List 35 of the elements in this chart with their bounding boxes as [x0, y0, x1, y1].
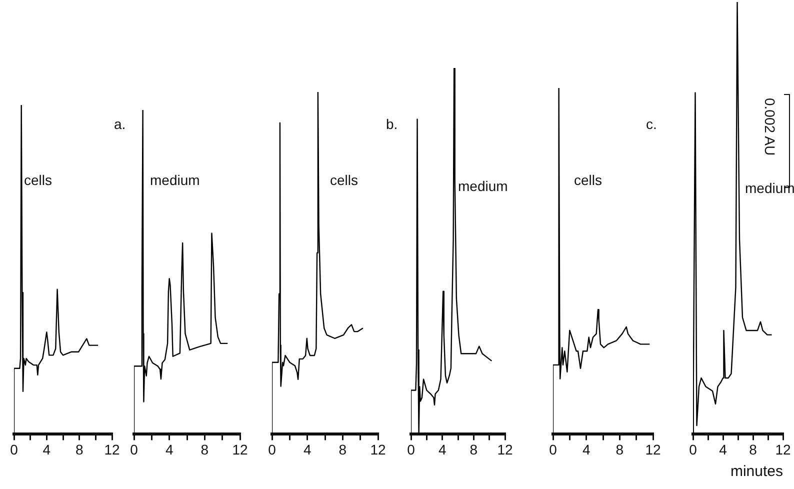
- x-tick-label: 8: [749, 441, 758, 458]
- x-tick-label: 0: [10, 441, 18, 458]
- x-tick-label: 4: [719, 441, 728, 458]
- text: b.: [386, 116, 398, 132]
- x-axis-title: minutes: [730, 463, 783, 480]
- annotation: cells: [24, 172, 52, 188]
- annotation: cells: [574, 172, 602, 188]
- x-tick-label: 12: [497, 441, 513, 458]
- x-tick-label: 8: [338, 441, 347, 458]
- x-tick-label: 12: [232, 441, 248, 458]
- annotation: c.: [646, 116, 657, 132]
- x-tick-label: 12: [775, 441, 791, 458]
- x-tick-label: 8: [470, 441, 478, 458]
- x-tick-label: 0: [407, 441, 416, 458]
- x-tick-label: 4: [165, 441, 174, 458]
- x-tick-label: 12: [104, 441, 120, 458]
- annotation: medium: [458, 178, 508, 194]
- x-tick-label: 0: [689, 441, 698, 458]
- annotation: 0.002 AU: [762, 98, 778, 156]
- text: a.: [114, 116, 126, 132]
- x-tick-label: 4: [582, 441, 590, 458]
- x-tick-label: 0: [268, 441, 276, 458]
- x-tick-label: 8: [75, 441, 84, 458]
- x-tick-label: 0: [549, 441, 558, 458]
- x-tick-label: 8: [616, 441, 624, 458]
- x-tick-label: 8: [200, 441, 209, 458]
- x-tick-label: 0: [130, 441, 138, 458]
- x-tick-label: 4: [303, 441, 312, 458]
- annotation: medium: [745, 180, 794, 196]
- x-tick-label: 4: [42, 441, 51, 458]
- annotation: cells: [330, 172, 358, 188]
- x-tick-label: 12: [370, 441, 386, 458]
- x-tick-label: 12: [645, 441, 661, 458]
- annotation: medium: [150, 172, 200, 188]
- x-tick-label: 4: [438, 441, 446, 458]
